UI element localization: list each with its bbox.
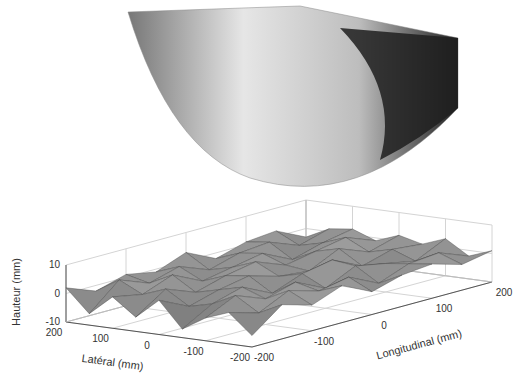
- svg-text:-200: -200: [230, 352, 250, 363]
- svg-text:0: 0: [54, 288, 60, 299]
- svg-text:-100: -100: [183, 346, 203, 357]
- svg-text:100: 100: [92, 333, 109, 344]
- svg-text:-10: -10: [46, 316, 61, 327]
- svg-text:0: 0: [381, 320, 387, 331]
- svg-text:10: 10: [49, 259, 61, 270]
- svg-text:200: 200: [46, 327, 63, 338]
- svg-text:Longitudinal (mm): Longitudinal (mm): [375, 327, 463, 361]
- svg-text:100: 100: [436, 303, 453, 314]
- svg-text:Hauteur (mm): Hauteur (mm): [10, 258, 22, 326]
- svg-text:0: 0: [144, 340, 150, 351]
- svg-text:-200: -200: [254, 352, 274, 363]
- svg-text:Latéral (mm): Latéral (mm): [81, 352, 144, 373]
- svg-text:-100: -100: [314, 336, 334, 347]
- svg-text:200: 200: [496, 287, 513, 298]
